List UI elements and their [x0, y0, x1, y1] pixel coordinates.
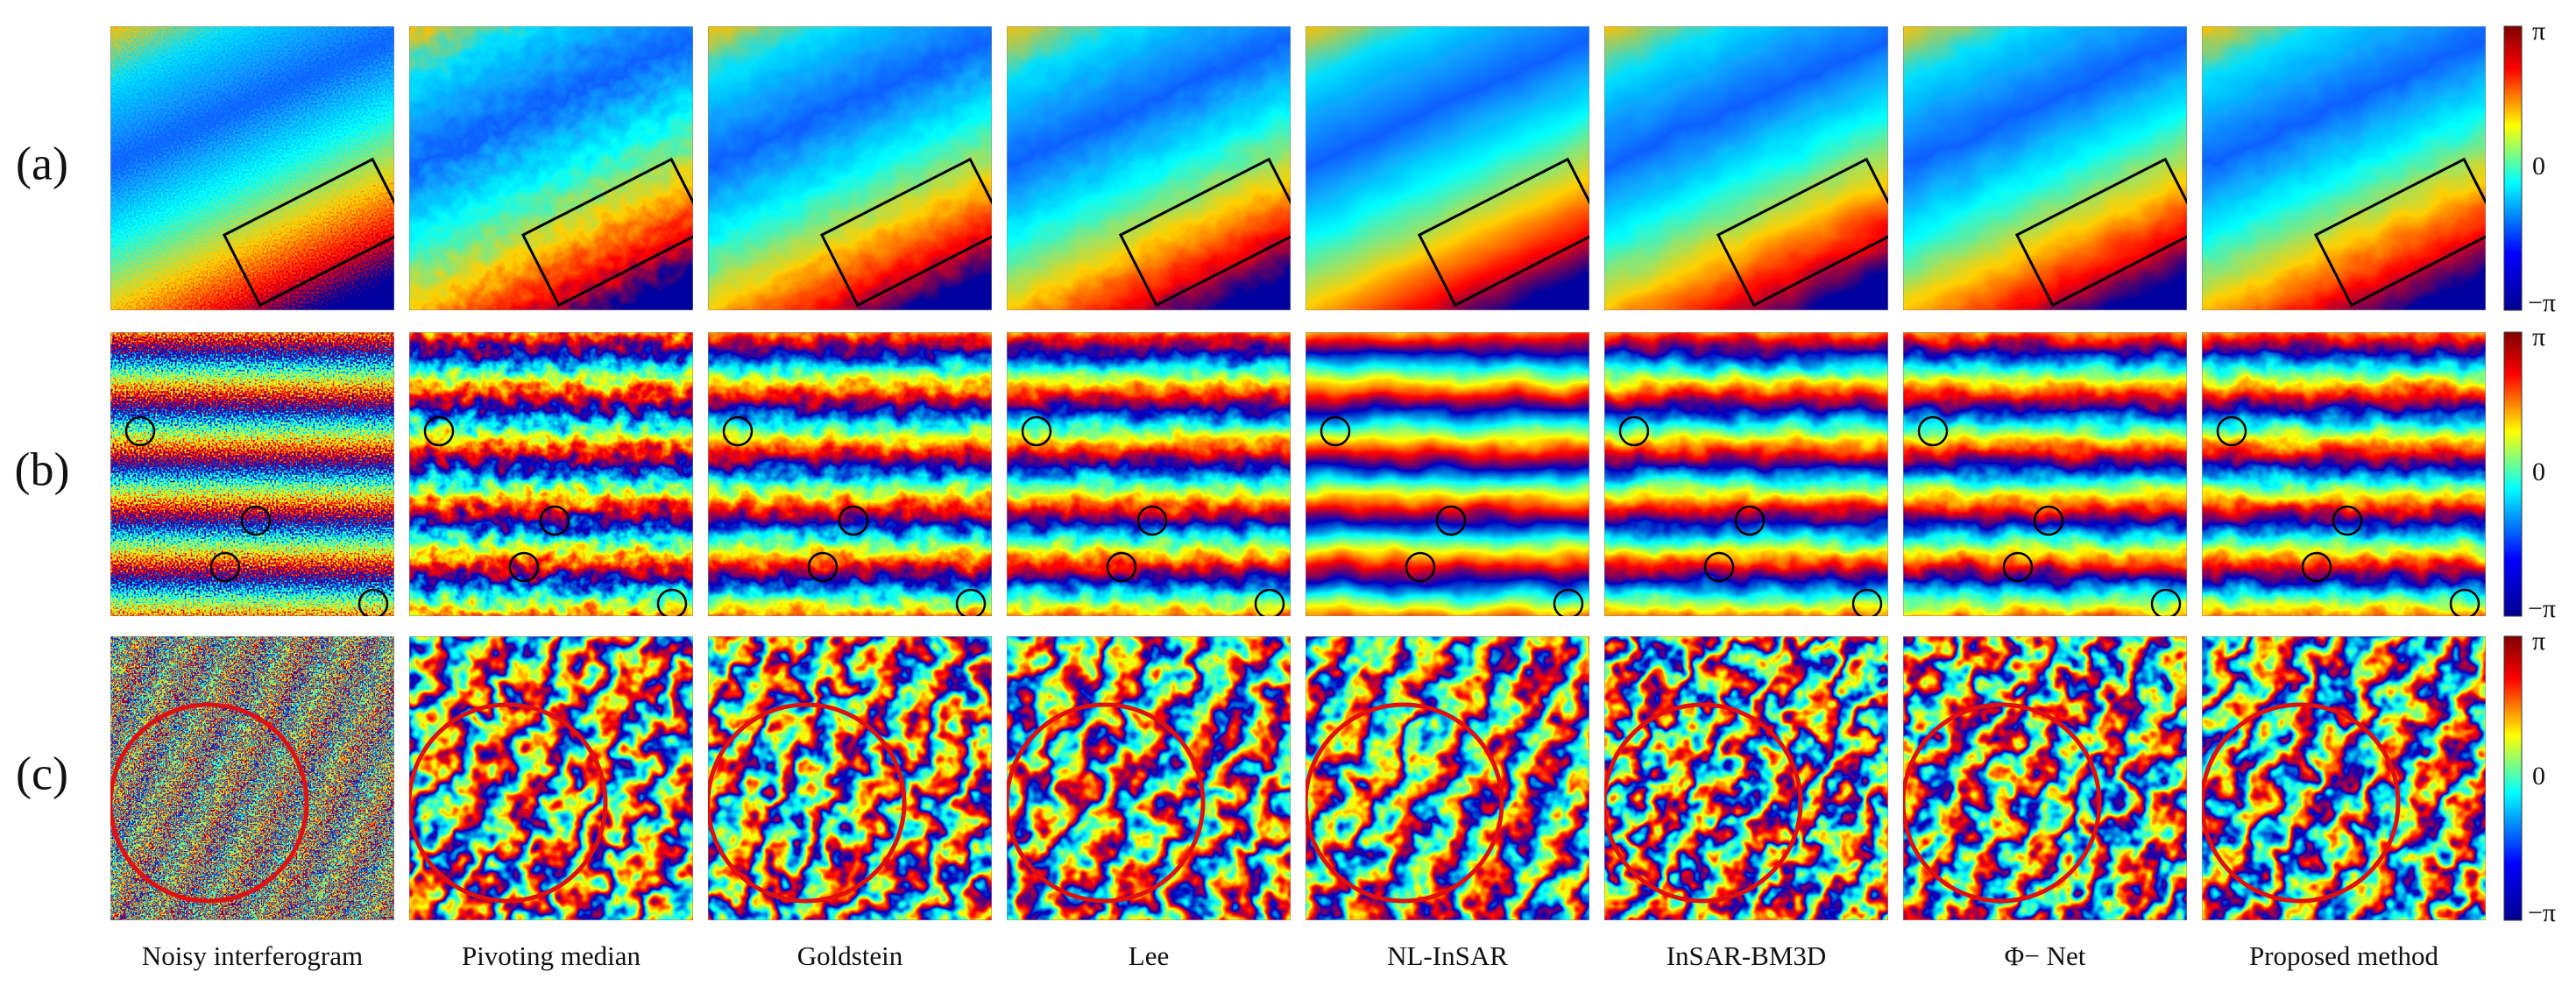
roi-circle — [1021, 415, 1052, 447]
colorbar — [2503, 635, 2523, 921]
panel-image — [1903, 332, 2187, 616]
panel-image — [1903, 636, 2187, 920]
roi-box — [2014, 157, 2187, 308]
panel-image — [1604, 332, 1888, 616]
panel-image — [110, 26, 394, 310]
roi-circle — [708, 702, 907, 904]
roi-circle — [807, 551, 839, 583]
column-caption: Lee — [1129, 940, 1169, 971]
panel-image — [1306, 332, 1589, 616]
roi-circle — [2002, 551, 2034, 583]
panel-image — [2202, 636, 2486, 920]
panel-image — [1007, 636, 1291, 920]
panel-image — [1007, 26, 1291, 310]
roi-circle — [409, 702, 608, 904]
roi-box — [1417, 157, 1589, 308]
colorbar-label: 0 — [2532, 762, 2545, 791]
panel-image — [409, 26, 693, 310]
roi-circle — [656, 588, 688, 616]
panel-image — [708, 332, 992, 616]
colorbar-label: π — [2532, 17, 2545, 46]
roi-circle — [209, 551, 241, 583]
roi-circle — [955, 588, 987, 616]
roi-circle — [2301, 551, 2332, 583]
column-caption: Proposed method — [2249, 940, 2439, 971]
roi-circle — [1604, 702, 1803, 904]
roi-circle — [838, 505, 869, 536]
roi-circle — [1306, 702, 1504, 904]
colorbar — [2503, 25, 2523, 311]
row-label: (c) — [16, 747, 68, 799]
roi-circle — [2150, 588, 2182, 616]
roi-circle — [508, 551, 540, 583]
colorbar-label: π — [2532, 627, 2545, 656]
roi-circle — [1851, 588, 1883, 616]
panel-image — [2202, 332, 2486, 616]
panel-image — [409, 636, 693, 920]
roi-circle — [2449, 588, 2480, 616]
panel-image — [1604, 26, 1888, 310]
row-label: (a) — [16, 137, 68, 189]
roi-circle — [110, 702, 309, 904]
roi-circle — [357, 588, 389, 616]
colorbar-label: −π — [2528, 594, 2556, 623]
panel-image — [708, 636, 992, 920]
roi-circle — [1917, 415, 1949, 447]
roi-circle — [423, 415, 455, 447]
roi-circle — [1007, 702, 1206, 904]
panel-image — [708, 26, 992, 310]
column-caption: NL-InSAR — [1387, 940, 1508, 971]
panel-image — [1306, 636, 1589, 920]
roi-circle — [1703, 551, 1735, 583]
panel-image — [1306, 26, 1589, 310]
column-caption: Φ− Net — [2005, 940, 2086, 971]
roi-circle — [1320, 415, 1351, 447]
roi-box — [2313, 157, 2486, 308]
panel-image — [110, 332, 394, 616]
roi-circle — [1405, 551, 1436, 583]
roi-circle — [539, 505, 570, 536]
panel-image — [1903, 26, 2187, 310]
roi-circle — [1435, 505, 1467, 536]
roi-circle — [2332, 505, 2363, 536]
roi-box — [819, 157, 992, 308]
roi-circle — [1734, 505, 1766, 536]
column-caption: InSAR-BM3D — [1667, 940, 1827, 971]
colorbar-label: −π — [2528, 898, 2556, 927]
roi-circle — [2216, 415, 2247, 447]
column-caption: Noisy interferogram — [142, 940, 363, 971]
roi-circle — [2202, 702, 2401, 904]
column-caption: Goldstein — [797, 940, 903, 971]
roi-circle — [2033, 505, 2064, 536]
colorbar-label: π — [2532, 323, 2545, 351]
roi-box — [1716, 157, 1888, 308]
roi-circle — [722, 415, 754, 447]
roi-box — [222, 157, 394, 308]
roi-circle — [1618, 415, 1650, 447]
colorbar-label: −π — [2528, 288, 2556, 317]
roi-box — [520, 157, 693, 308]
panel-image — [2202, 26, 2486, 310]
roi-circle — [1553, 588, 1584, 616]
roi-circle — [1254, 588, 1285, 616]
column-caption: Pivoting median — [462, 940, 641, 971]
colorbar-label: 0 — [2532, 457, 2545, 486]
panel-image — [110, 636, 394, 920]
roi-circle — [1903, 702, 2102, 904]
roi-circle — [1106, 551, 1137, 583]
panel-image — [1007, 332, 1291, 616]
panel-image — [409, 332, 693, 616]
roi-circle — [124, 415, 156, 447]
roi-circle — [1136, 505, 1168, 536]
colorbar-label: 0 — [2532, 152, 2545, 181]
roi-circle — [240, 505, 272, 536]
colorbar — [2503, 331, 2523, 617]
roi-box — [1118, 157, 1291, 308]
row-label: (b) — [15, 443, 70, 495]
panel-image — [1604, 636, 1888, 920]
